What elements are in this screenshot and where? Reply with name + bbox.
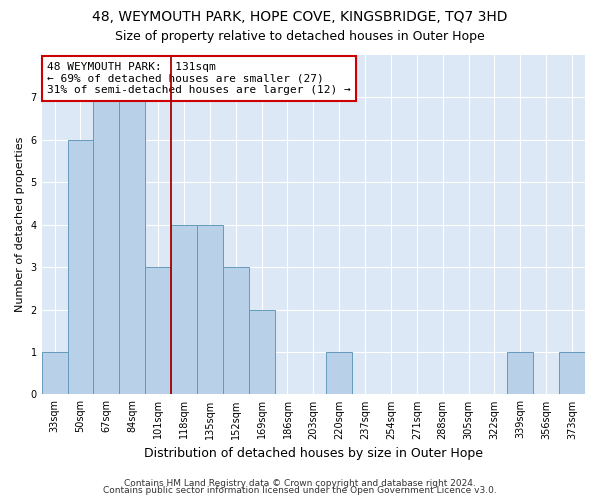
Bar	[223, 267, 248, 394]
Bar	[145, 267, 171, 394]
Bar	[41, 352, 68, 395]
Text: Size of property relative to detached houses in Outer Hope: Size of property relative to detached ho…	[115, 30, 485, 43]
Text: Contains public sector information licensed under the Open Government Licence v3: Contains public sector information licen…	[103, 486, 497, 495]
Bar	[326, 352, 352, 395]
Bar	[248, 310, 275, 394]
Bar	[508, 352, 533, 395]
Text: 48, WEYMOUTH PARK, HOPE COVE, KINGSBRIDGE, TQ7 3HD: 48, WEYMOUTH PARK, HOPE COVE, KINGSBRIDG…	[92, 10, 508, 24]
Text: 48 WEYMOUTH PARK:  131sqm
← 69% of detached houses are smaller (27)
31% of semi-: 48 WEYMOUTH PARK: 131sqm ← 69% of detach…	[47, 62, 351, 95]
X-axis label: Distribution of detached houses by size in Outer Hope: Distribution of detached houses by size …	[144, 447, 483, 460]
Bar	[197, 224, 223, 394]
Bar	[68, 140, 94, 394]
Bar	[119, 98, 145, 395]
Bar	[94, 98, 119, 395]
Bar	[559, 352, 585, 395]
Text: Contains HM Land Registry data © Crown copyright and database right 2024.: Contains HM Land Registry data © Crown c…	[124, 478, 476, 488]
Y-axis label: Number of detached properties: Number of detached properties	[15, 137, 25, 312]
Bar	[171, 224, 197, 394]
